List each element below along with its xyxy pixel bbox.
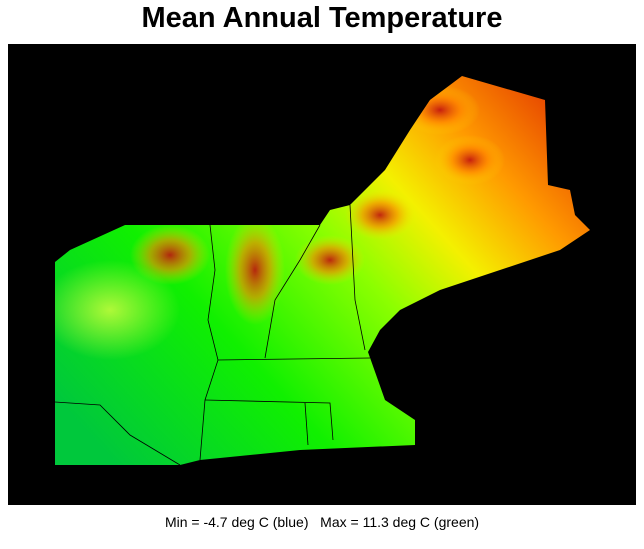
map-title: Mean Annual Temperature: [141, 2, 503, 34]
state-borders: [54, 204, 371, 466]
map-caption: Min = -4.7 deg C (blue) Max = 11.3 deg C…: [164, 514, 480, 530]
